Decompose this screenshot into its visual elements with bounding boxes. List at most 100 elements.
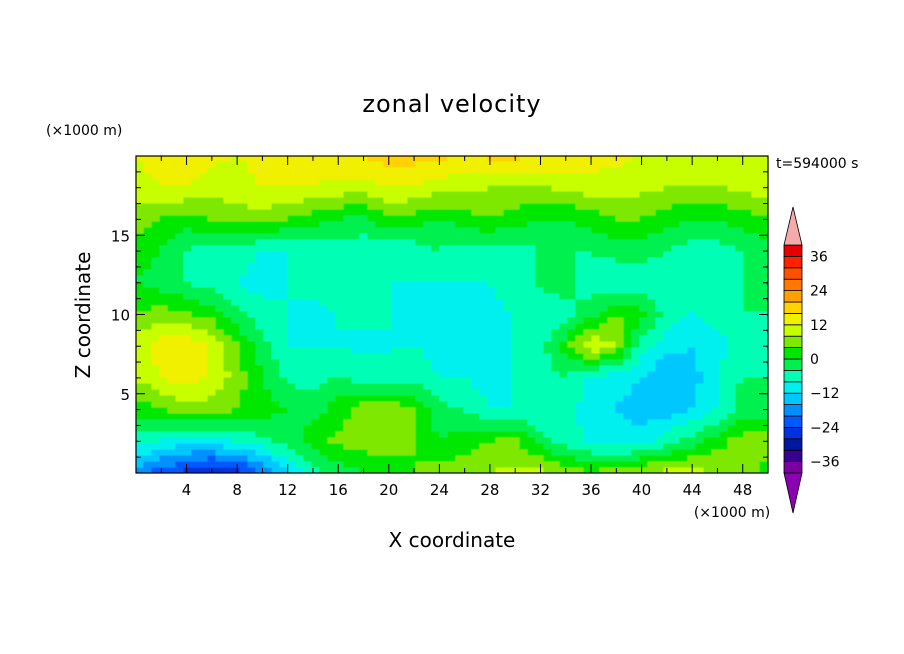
field-cell <box>439 156 449 163</box>
field-cell <box>215 455 225 463</box>
field-cell <box>263 329 273 337</box>
field-cell <box>743 443 753 451</box>
field-cell <box>471 407 481 415</box>
field-cell <box>136 377 145 385</box>
field-cell <box>535 389 545 397</box>
field-cell <box>159 281 169 289</box>
field-cell <box>503 431 513 439</box>
field-cell <box>215 245 225 253</box>
field-cell <box>527 341 537 349</box>
field-cell <box>431 449 441 457</box>
field-cell <box>231 233 241 241</box>
field-cell <box>615 221 625 229</box>
field-cell <box>703 299 713 307</box>
field-cell <box>415 395 425 403</box>
field-cell <box>583 335 593 343</box>
field-cell <box>487 443 497 451</box>
field-cell <box>567 431 577 439</box>
field-cell <box>191 413 201 421</box>
field-cell <box>295 311 305 319</box>
field-cell <box>615 209 625 217</box>
field-cell <box>223 341 233 349</box>
field-cell <box>703 383 713 391</box>
field-cell <box>711 449 721 457</box>
field-cell <box>207 413 217 421</box>
field-cell <box>183 413 193 421</box>
field-cell <box>143 179 153 187</box>
field-cell <box>207 377 217 385</box>
field-cell <box>183 323 193 331</box>
field-cell <box>519 413 529 421</box>
field-cell <box>143 431 153 439</box>
field-cell <box>695 269 705 277</box>
field-cell <box>695 329 705 337</box>
field-cell <box>351 389 361 397</box>
field-cell <box>399 353 409 361</box>
field-cell <box>655 449 665 457</box>
field-cell <box>543 371 553 379</box>
field-cell <box>679 335 689 343</box>
field-cell <box>407 203 417 211</box>
field-cell <box>327 215 337 223</box>
field-cell <box>279 287 289 295</box>
field-cell <box>607 347 617 355</box>
field-cell <box>559 161 569 169</box>
field-cell <box>615 233 625 241</box>
field-cell <box>503 371 513 379</box>
field-cell <box>415 323 425 331</box>
field-cell <box>319 209 329 217</box>
field-cell <box>495 443 505 451</box>
field-cell <box>151 311 161 319</box>
field-cell <box>215 383 225 391</box>
field-cell <box>439 221 449 229</box>
field-cell <box>343 245 353 253</box>
field-cell <box>463 197 473 205</box>
field-cell <box>727 311 737 319</box>
field-cell <box>231 419 241 427</box>
field-cell <box>207 239 217 247</box>
field-cell <box>743 383 753 391</box>
field-cell <box>303 281 313 289</box>
field-cell <box>647 347 657 355</box>
field-cell <box>343 395 353 403</box>
field-cell <box>503 317 513 325</box>
field-cell <box>607 197 617 205</box>
field-cell <box>159 156 169 163</box>
field-cell <box>711 269 721 277</box>
field-cell <box>375 377 385 385</box>
field-cell <box>136 209 145 217</box>
field-cell <box>263 419 273 427</box>
field-cell <box>479 401 489 409</box>
field-cell <box>759 251 768 259</box>
field-cell <box>543 305 553 313</box>
field-cell <box>599 365 609 373</box>
field-cell <box>407 341 417 349</box>
field-cell <box>639 239 649 247</box>
field-cell <box>743 407 753 415</box>
field-cell <box>231 275 241 283</box>
field-cell <box>303 449 313 457</box>
field-cell <box>215 179 225 187</box>
field-cell <box>351 371 361 379</box>
field-cell <box>247 353 257 361</box>
field-cell <box>295 449 305 457</box>
field-cell <box>695 251 705 259</box>
field-cell <box>519 156 529 163</box>
field-cell <box>551 156 561 163</box>
field-cell <box>295 269 305 277</box>
field-cell <box>351 449 361 457</box>
field-cell <box>279 221 289 229</box>
field-cell <box>535 293 545 301</box>
field-cell <box>583 185 593 193</box>
field-cell <box>591 377 601 385</box>
field-cell <box>615 461 625 469</box>
field-cell <box>247 449 257 457</box>
field-cell <box>567 347 577 355</box>
field-cell <box>623 299 633 307</box>
field-cell <box>727 467 737 473</box>
field-cell <box>319 257 329 265</box>
field-cell <box>671 425 681 433</box>
field-cell <box>655 365 665 373</box>
field-cell <box>583 317 593 325</box>
field-cell <box>535 335 545 343</box>
